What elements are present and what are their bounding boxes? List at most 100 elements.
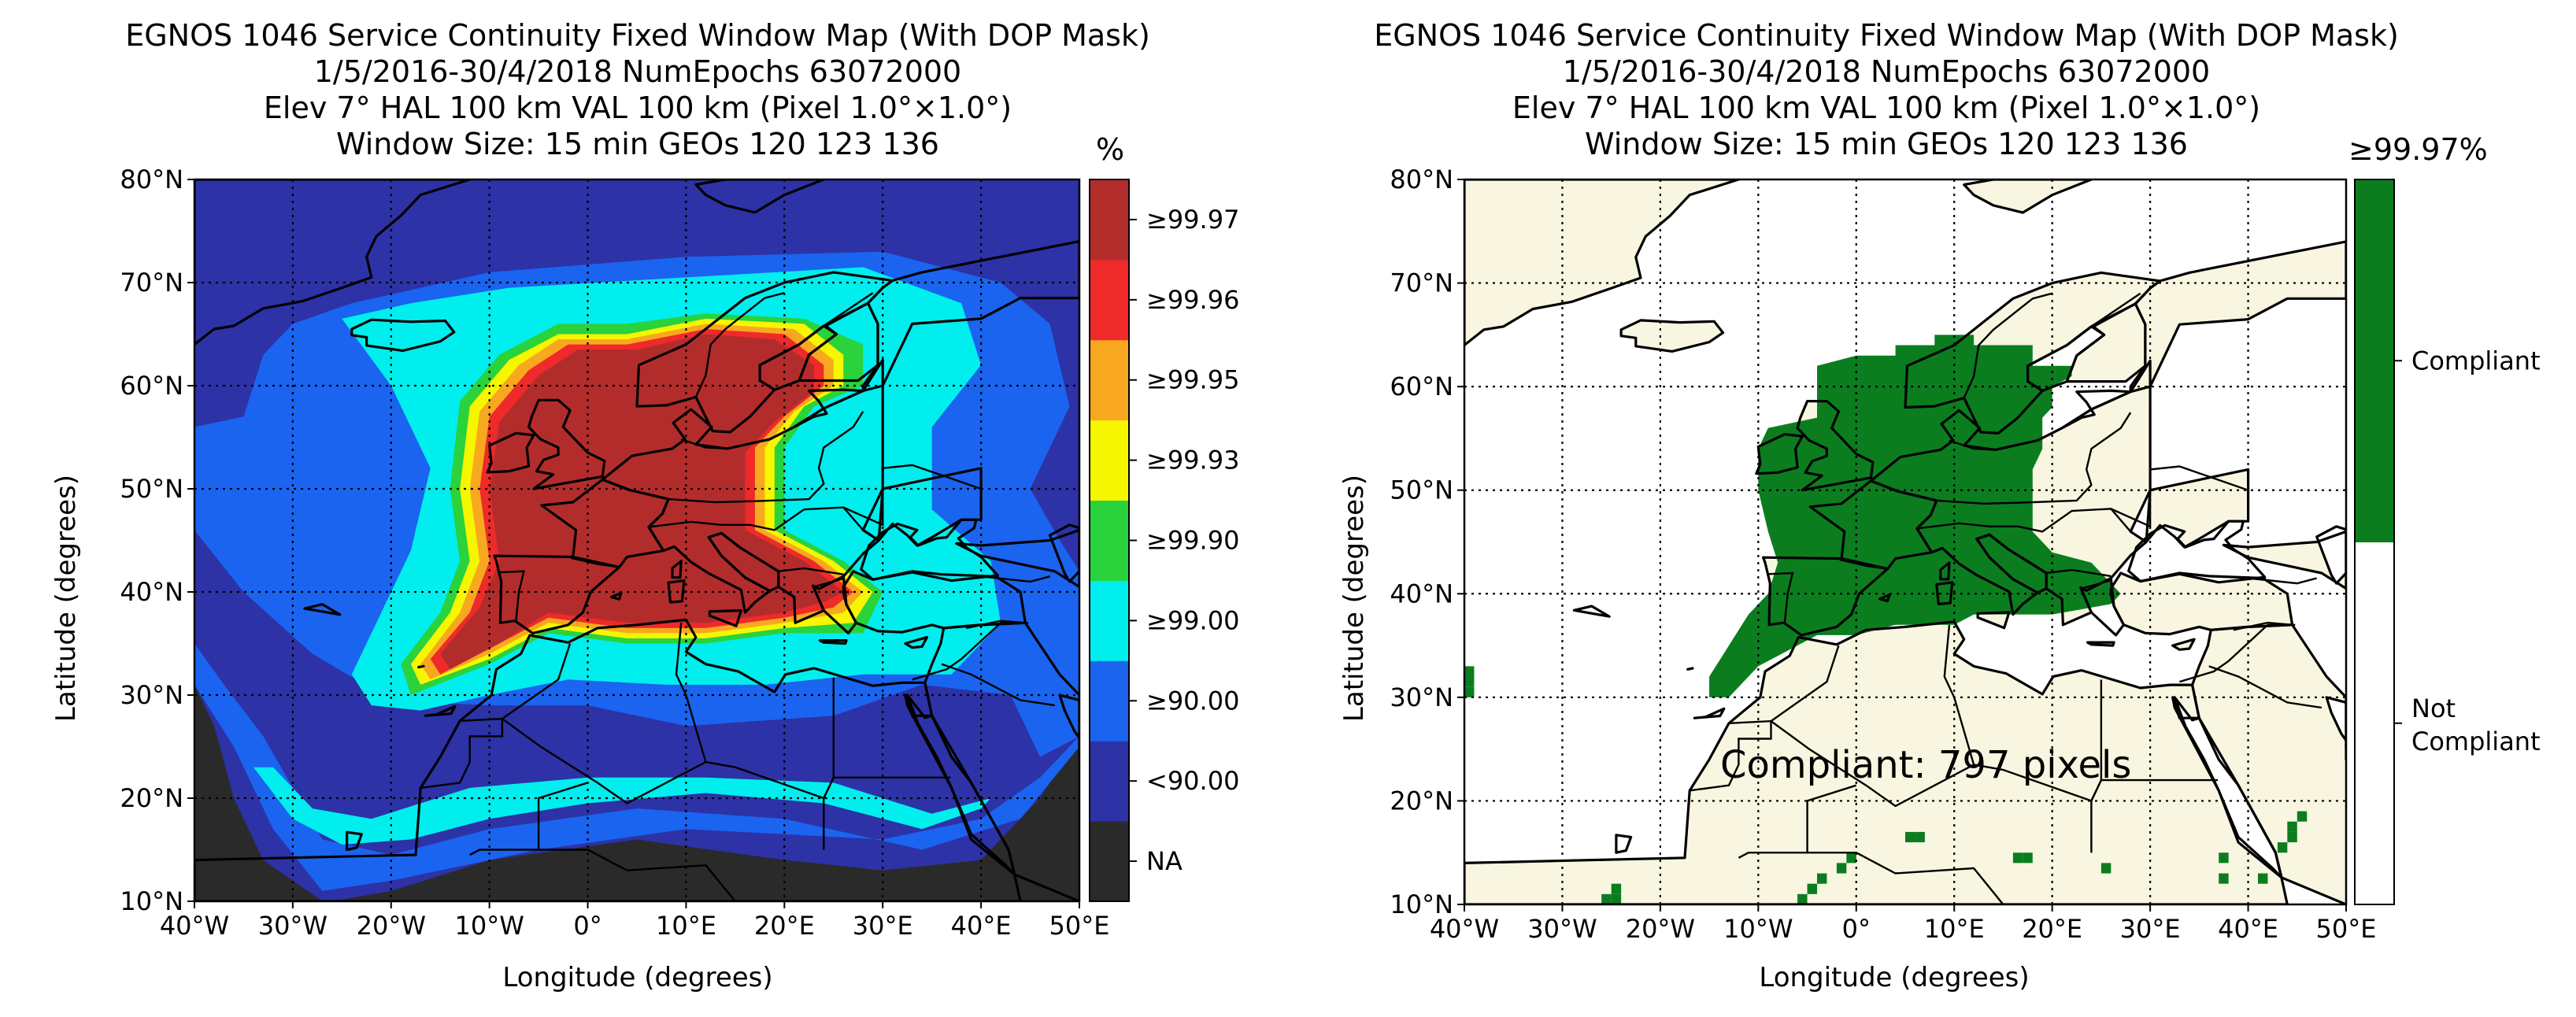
border-line bbox=[2179, 623, 2296, 683]
coastline-caucasus bbox=[955, 528, 1079, 589]
coastline-mideast bbox=[2190, 623, 2346, 904]
title-line-4: Window Size: 15 min GEOs 120 123 136 bbox=[1585, 127, 2188, 161]
land-fill bbox=[1464, 621, 2288, 904]
coastline-ukraine bbox=[877, 467, 983, 547]
compliant-pixel bbox=[1905, 831, 1915, 843]
border-line bbox=[469, 782, 588, 856]
coastline-ukraine bbox=[2145, 468, 2250, 549]
coastline-crete bbox=[2086, 641, 2115, 647]
border-line bbox=[1839, 558, 1888, 570]
colorbar-swatch bbox=[1090, 580, 1129, 661]
plot-frame bbox=[193, 178, 1081, 903]
title-line-4: Window Size: 15 min GEOs 120 123 136 bbox=[336, 127, 939, 161]
compliant-pixel bbox=[2219, 852, 2229, 864]
colorbar-label: ≥99.00 bbox=[1146, 605, 1239, 635]
y-tick-label: 50°N bbox=[1390, 475, 1453, 505]
coastline-capeVerde bbox=[1615, 834, 1633, 854]
land-fill bbox=[2130, 241, 2346, 392]
coastline-botnia bbox=[758, 324, 838, 391]
map-area bbox=[1464, 179, 2346, 904]
y-tick-label: 80°N bbox=[120, 165, 183, 194]
border-line bbox=[912, 622, 1029, 681]
border-line bbox=[1807, 851, 2004, 904]
coastline-sardinia bbox=[667, 579, 686, 604]
coastline-balticExtra bbox=[793, 388, 864, 429]
coastline-ireland bbox=[486, 431, 535, 474]
land-fill bbox=[2067, 303, 2145, 382]
coastline-ireland bbox=[1755, 433, 1804, 475]
coastline-balearic bbox=[1878, 593, 1891, 603]
x-axis-label: Longitude (degrees) bbox=[502, 962, 773, 993]
compliant-pixel bbox=[1611, 883, 1622, 894]
land-fill bbox=[1978, 612, 2009, 628]
coastline-sicily bbox=[1976, 611, 2011, 630]
title-line-3: Elev 7° HAL 100 km VAL 100 km (Pixel 1.0… bbox=[1512, 91, 2261, 125]
compliant-pixel bbox=[1836, 863, 1847, 874]
x-tick-label: 0° bbox=[1842, 914, 1871, 944]
colorbar-label: ≥99.97 bbox=[1146, 205, 1239, 235]
continuity-heatmap-chart: 40°W 30°W 20°W 10°W 0° 10°E 20°E 30°E 40°E 50°E 10… bbox=[120, 165, 1239, 941]
colorbar-label: <90.00 bbox=[1146, 766, 1239, 796]
coastline-crete bbox=[818, 638, 848, 645]
water-fill bbox=[2128, 521, 2265, 582]
x-tick-label: 20°E bbox=[754, 911, 815, 941]
compliant-pixel bbox=[1797, 893, 1808, 904]
colorbar-swatch bbox=[2355, 179, 2394, 542]
coastline-canaries bbox=[1693, 707, 1726, 719]
border-line bbox=[1949, 439, 1996, 451]
compliant-pixel bbox=[1464, 666, 1475, 677]
coastline-caucasus bbox=[2222, 530, 2346, 590]
y-tick-label: 70°N bbox=[120, 268, 183, 298]
colorbar-swatch bbox=[2355, 542, 2394, 905]
y-tick-label: 60°N bbox=[120, 371, 183, 401]
colorbar-unit-label: % bbox=[1096, 132, 1125, 167]
coastline-gb bbox=[527, 398, 606, 490]
gridlines bbox=[1464, 179, 2346, 904]
coastline-persianGulf bbox=[1058, 693, 1079, 749]
x-tick-label: 20°W bbox=[1626, 914, 1695, 944]
compliant-pixel bbox=[1817, 873, 1827, 884]
border-line bbox=[1916, 508, 2132, 533]
coastline-redSea bbox=[905, 693, 1016, 876]
border-line bbox=[2090, 292, 2141, 327]
border-line bbox=[2081, 579, 2112, 590]
coastline-azores bbox=[303, 603, 342, 616]
border-line bbox=[1936, 412, 2132, 505]
compliant-pixel bbox=[2287, 831, 2297, 843]
coastline-aegean bbox=[811, 575, 858, 635]
colorbar-label: Compliant bbox=[2411, 727, 2541, 756]
border-line bbox=[571, 557, 620, 568]
heatmap-band-ge9997 bbox=[440, 334, 844, 670]
x-tick-label: 50°E bbox=[2316, 914, 2377, 944]
coastline-iceland bbox=[350, 318, 456, 353]
border-line bbox=[2208, 665, 2322, 709]
coastline-sicily bbox=[708, 608, 743, 627]
border-line bbox=[813, 577, 844, 588]
y-tick-label: 60°N bbox=[1390, 372, 1453, 401]
coastline-northAfrica bbox=[194, 618, 1022, 901]
border-line bbox=[2110, 465, 2248, 528]
coastline-capeVerde bbox=[346, 830, 363, 852]
compliant-pixel bbox=[1464, 686, 1475, 697]
x-tick-label: 10°W bbox=[1723, 914, 1793, 944]
border-line bbox=[2233, 621, 2293, 631]
water-fill bbox=[2174, 697, 2282, 878]
border-line bbox=[680, 438, 727, 450]
x-tick-label: 10°W bbox=[454, 911, 524, 941]
x-tick-label: 40°W bbox=[1430, 914, 1499, 944]
title-line-3: Elev 7° HAL 100 km VAL 100 km (Pixel 1.0… bbox=[263, 91, 1012, 125]
coastline-balearic bbox=[609, 591, 623, 601]
compliant-region bbox=[1709, 335, 2121, 697]
map-area bbox=[194, 179, 1079, 901]
border-line bbox=[823, 677, 835, 850]
colorbar-label: NA bbox=[1146, 846, 1183, 876]
border-line bbox=[694, 291, 785, 398]
land-fill bbox=[2192, 624, 2346, 904]
colorbar-label: Not bbox=[2411, 693, 2456, 723]
colorbar-swatch bbox=[1090, 179, 1129, 261]
x-tick-label: 10°E bbox=[1924, 914, 1985, 944]
colorbar-swatch bbox=[1090, 500, 1129, 581]
title-line-1: EGNOS 1046 Service Continuity Fixed Wind… bbox=[1374, 18, 2399, 53]
coastline-northAfrica bbox=[1464, 620, 2289, 904]
coastline-greenland bbox=[194, 179, 472, 346]
